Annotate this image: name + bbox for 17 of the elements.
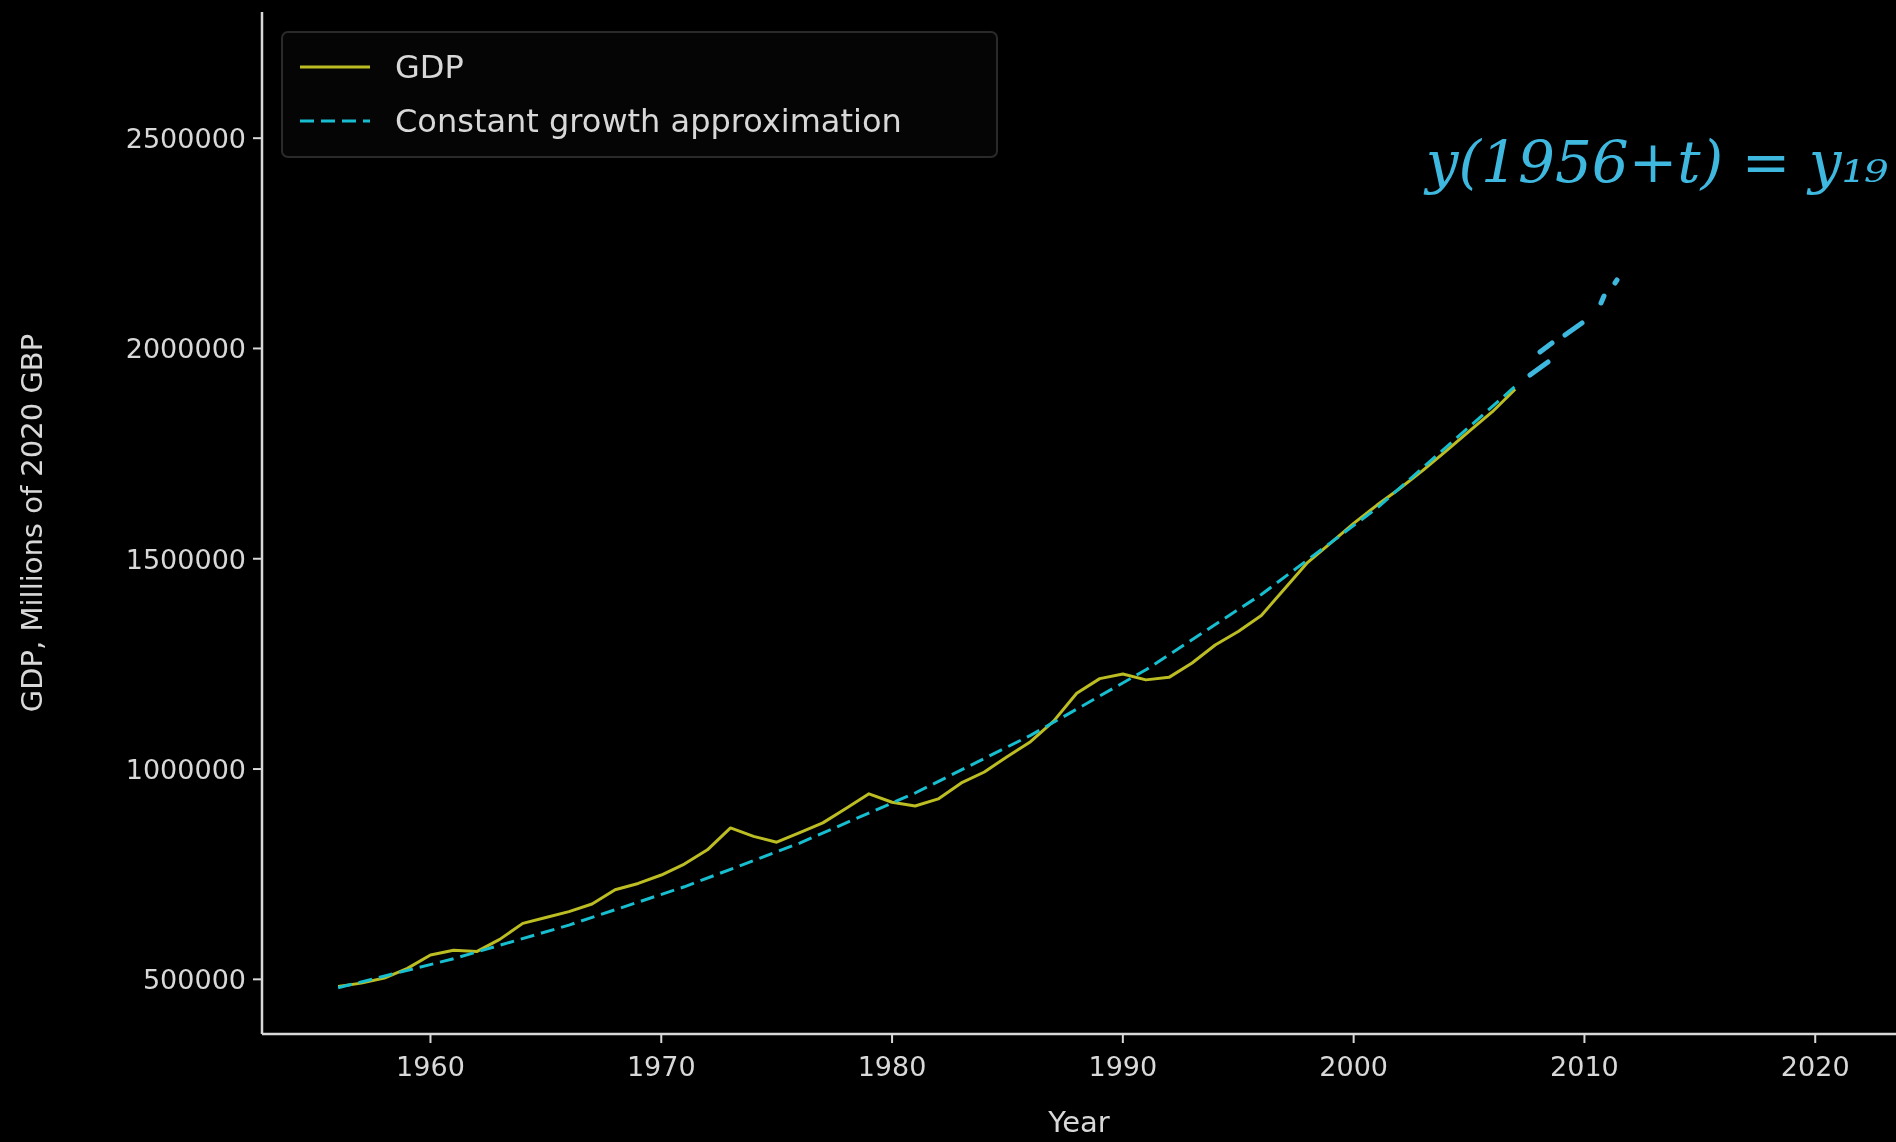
y-tick-label: 2500000: [125, 123, 246, 155]
y-tick-label: 1500000: [125, 543, 246, 575]
x-tick-label: 2010: [1550, 1051, 1619, 1082]
x-tick-label: 1960: [396, 1051, 465, 1082]
x-tick-label: 1970: [626, 1051, 696, 1082]
x-axis-title: Year: [1047, 1105, 1110, 1139]
legend-label: Constant growth approximation: [395, 102, 902, 140]
x-tick-label: 1980: [857, 1051, 927, 1082]
annotation: y(1956+t) = y₁₉: [1422, 128, 1888, 196]
x-tick-label: 1990: [1088, 1051, 1158, 1082]
x-tick-label: 2000: [1319, 1051, 1388, 1082]
legend-label: GDP: [395, 48, 464, 86]
y-tick-label: 500000: [142, 964, 246, 996]
x-tick-label: 2020: [1780, 1051, 1850, 1082]
y-tick-label: 1000000: [125, 754, 246, 786]
y-tick-label: 2000000: [125, 333, 246, 365]
y-axis-title: GDP, Millions of 2020 GBP: [15, 333, 49, 713]
